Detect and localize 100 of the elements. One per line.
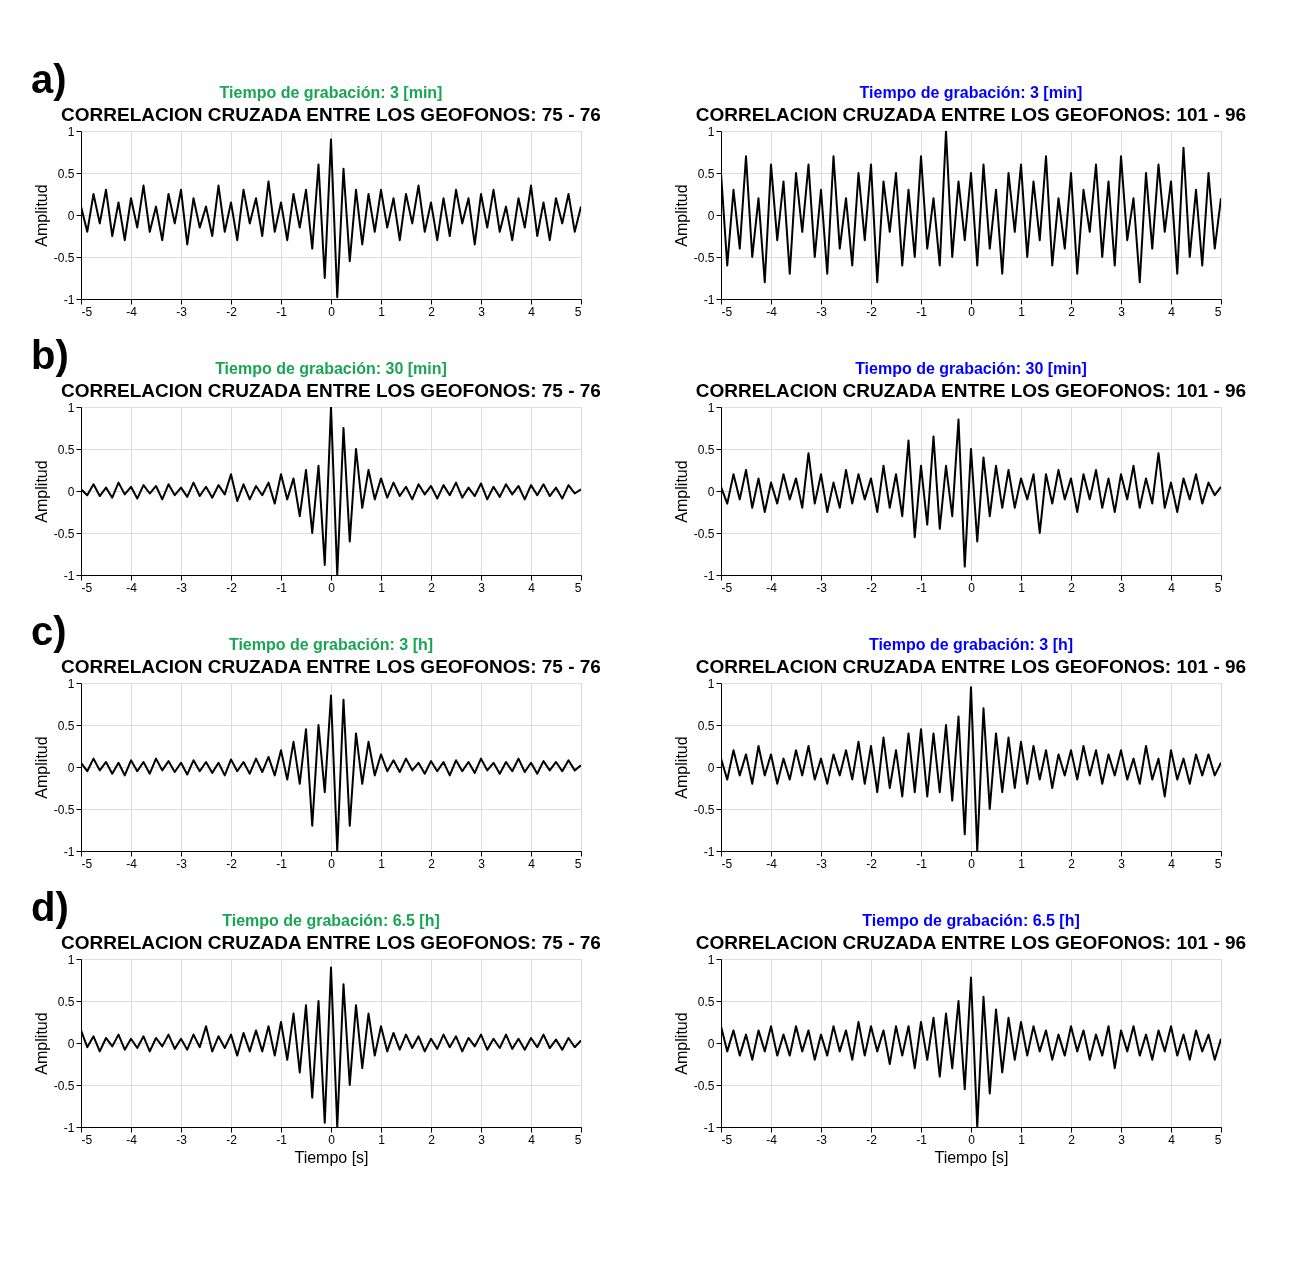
y-axis-title: Amplitud (32, 184, 50, 247)
chart-subtitle: Tiempo de grabación: 6.5 [h] (222, 912, 440, 929)
x-tick-label: 0 (968, 304, 976, 319)
chart-title: CORRELACION CRUZADA ENTRE LOS GEOFONOS: 101 - 96 (695, 380, 1247, 401)
x-tick-label: 5 (1214, 304, 1222, 319)
y-tick-label: 0.5 (57, 442, 75, 457)
x-tick-label: -3 (176, 580, 188, 595)
text: c) (31, 609, 67, 653)
x-tick-label: 2 (428, 580, 436, 595)
chart-subtitle: Tiempo de grabación: 3 [min] (219, 84, 443, 101)
text: a) (31, 57, 67, 101)
x-tick-label: 5 (574, 1132, 582, 1147)
chart-title: CORRELACION CRUZADA ENTRE LOS GEOFONOS: 75 - 76 (61, 380, 601, 401)
y-tick-label: 0 (67, 1036, 75, 1051)
x-tick-label: 2 (1068, 304, 1076, 319)
y-tick-label: 0 (707, 760, 715, 775)
x-tick-label: 3 (478, 1132, 486, 1147)
y-tick-label: -0.5 (693, 802, 715, 817)
x-tick-label: 0 (968, 856, 976, 871)
x-tick-label: -5 (721, 1132, 733, 1147)
y-tick-label: 0 (67, 208, 75, 223)
y-axis-title: Amplitud (672, 460, 690, 523)
text: b) (31, 333, 69, 377)
x-tick-label: -4 (126, 304, 138, 319)
x-tick-label: 0 (968, 1132, 976, 1147)
y-tick-label: 1 (707, 952, 715, 967)
x-tick-label: 2 (428, 856, 436, 871)
x-tick-label: -2 (226, 580, 238, 595)
x-tick-label: -5 (721, 856, 733, 871)
y-tick-label: -1 (703, 292, 715, 307)
chart-title: CORRELACION CRUZADA ENTRE LOS GEOFONOS: 101 - 96 (695, 932, 1247, 953)
x-tick-label: -4 (766, 856, 778, 871)
x-tick-label: 5 (1214, 580, 1222, 595)
x-tick-label: -2 (226, 1132, 238, 1147)
x-tick-label: 5 (1214, 856, 1222, 871)
x-tick-label: -1 (276, 856, 288, 871)
x-tick-label: -4 (766, 1132, 778, 1147)
x-tick-label: 1 (1018, 1132, 1026, 1147)
y-axis-title: Amplitud (32, 1012, 50, 1075)
x-tick-label: -4 (766, 580, 778, 595)
chart-title: CORRELACION CRUZADA ENTRE LOS GEOFONOS: 75 - 76 (61, 656, 601, 677)
chart-subtitle: Tiempo de grabación: 3 [h] (868, 636, 1074, 653)
chart-subtitle: Tiempo de grabación: 30 [min] (215, 360, 447, 377)
x-tick-label: 5 (574, 856, 582, 871)
y-tick-label: 0.5 (697, 166, 715, 181)
x-tick-label: -2 (866, 856, 878, 871)
y-tick-label: -1 (63, 844, 75, 859)
x-tick-label: -2 (866, 1132, 878, 1147)
x-tick-label: 3 (478, 856, 486, 871)
x-tick-label: -5 (81, 1132, 93, 1147)
x-axis-title: Tiempo [s] (934, 1148, 1009, 1166)
y-tick-label: -0.5 (53, 1078, 75, 1093)
y-tick-label: -1 (703, 568, 715, 583)
chart-title: CORRELACION CRUZADA ENTRE LOS GEOFONOS: 75 - 76 (61, 104, 601, 125)
x-tick-label: 2 (428, 1132, 436, 1147)
x-tick-label: -5 (721, 304, 733, 319)
x-tick-label: -1 (916, 856, 928, 871)
x-tick-label: 3 (478, 580, 486, 595)
x-tick-label: -2 (866, 580, 878, 595)
x-tick-label: -3 (176, 856, 188, 871)
x-tick-label: -1 (916, 580, 928, 595)
x-tick-label: -3 (816, 1132, 828, 1147)
x-tick-label: 1 (378, 856, 386, 871)
x-tick-label: 1 (1018, 580, 1026, 595)
x-tick-label: -1 (916, 304, 928, 319)
x-tick-label: 3 (1118, 304, 1126, 319)
x-tick-label: -3 (816, 304, 828, 319)
x-tick-label: 3 (478, 304, 486, 319)
y-tick-label: 1 (67, 952, 75, 967)
chart-subtitle: Tiempo de grabación: 3 [h] (228, 636, 434, 653)
x-tick-label: -2 (226, 304, 238, 319)
x-tick-label: 4 (1168, 856, 1176, 871)
x-tick-label: -5 (81, 304, 93, 319)
x-tick-label: 0 (968, 580, 976, 595)
y-axis-title: Amplitud (672, 1012, 690, 1075)
y-tick-label: 0.5 (697, 442, 715, 457)
y-tick-label: -0.5 (53, 526, 75, 541)
x-tick-label: 1 (378, 580, 386, 595)
y-tick-label: -1 (703, 1120, 715, 1135)
x-axis-title: Tiempo [s] (294, 1148, 369, 1166)
y-tick-label: -1 (63, 292, 75, 307)
x-tick-label: 5 (1214, 1132, 1222, 1147)
x-tick-label: -3 (816, 580, 828, 595)
text: d) (31, 885, 69, 929)
x-tick-label: 2 (1068, 1132, 1076, 1147)
y-tick-label: 0.5 (57, 718, 75, 733)
y-tick-label: 0.5 (57, 166, 75, 181)
x-tick-label: 2 (1068, 580, 1076, 595)
x-tick-label: -1 (276, 304, 288, 319)
x-tick-label: 4 (1168, 304, 1176, 319)
x-tick-label: -1 (276, 1132, 288, 1147)
x-tick-label: 4 (528, 856, 536, 871)
y-tick-label: 0 (707, 208, 715, 223)
x-tick-label: 1 (378, 304, 386, 319)
y-axis-title: Amplitud (32, 460, 50, 523)
x-tick-label: 1 (378, 1132, 386, 1147)
x-tick-label: -3 (176, 304, 188, 319)
y-tick-label: 0.5 (697, 718, 715, 733)
y-tick-label: 0 (67, 484, 75, 499)
y-tick-label: 1 (707, 400, 715, 415)
